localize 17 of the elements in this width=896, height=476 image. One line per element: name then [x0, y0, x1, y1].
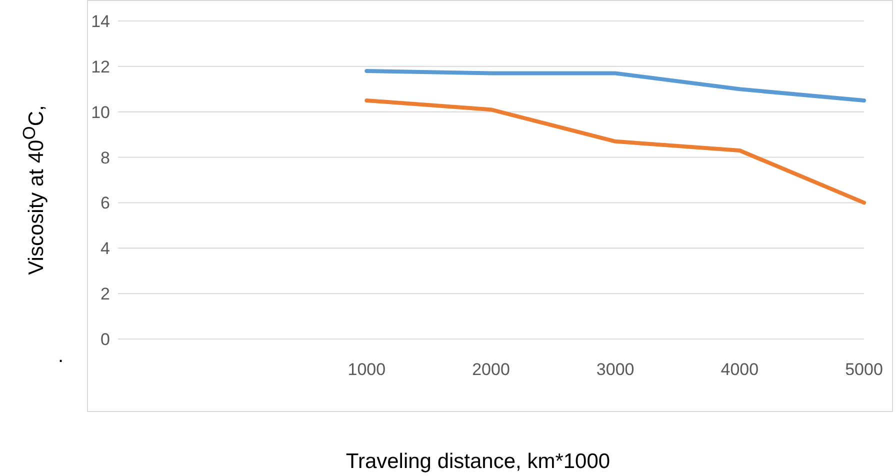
x-tick-label: 5000 [845, 360, 883, 380]
x-tick-label: 4000 [720, 360, 759, 380]
y-tick-label: 4 [100, 239, 110, 258]
x-axis-title: Traveling distance, km*1000 [346, 450, 610, 474]
y-tick-label: 12 [91, 57, 110, 76]
line-series [364, 98, 866, 205]
y-tick-label: 2 [100, 284, 110, 304]
text: . [58, 345, 64, 368]
x-tick-label: 1000 [348, 360, 386, 380]
line-series [364, 68, 866, 102]
y-tick-label: 6 [100, 194, 110, 213]
y-tick-label: 10 [91, 102, 110, 122]
x-tick-label: 3000 [596, 360, 634, 380]
y-tick-label: 14 [91, 12, 110, 32]
y-tick-label: 8 [100, 148, 110, 168]
y-tick-label: 0 [100, 330, 110, 350]
x-tick-label: 2000 [472, 360, 510, 380]
